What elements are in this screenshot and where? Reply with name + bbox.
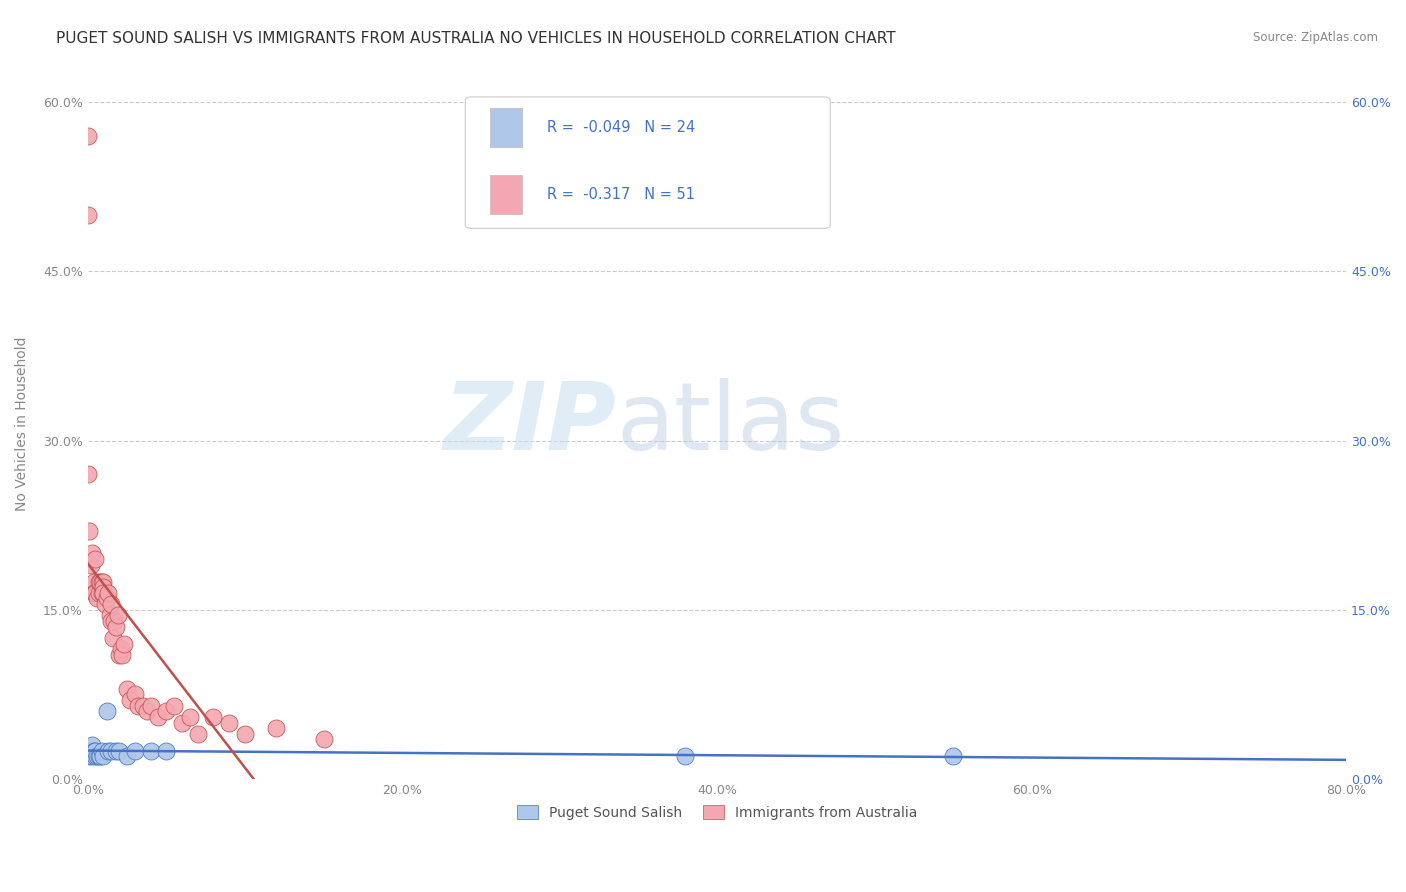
Text: atlas: atlas: [616, 377, 845, 470]
Point: [139, 698, 162, 713]
Point: [82, 546, 104, 560]
Point: [93, 580, 115, 594]
Point: [202, 710, 225, 724]
Point: [86, 749, 108, 764]
Point: [82, 738, 104, 752]
Point: [76, 744, 98, 758]
Point: [104, 744, 127, 758]
Point: [120, 693, 142, 707]
FancyBboxPatch shape: [465, 97, 830, 228]
Point: [83, 586, 105, 600]
Point: [84, 586, 107, 600]
Point: [139, 744, 162, 758]
Point: [94, 597, 117, 611]
Point: [100, 614, 122, 628]
Point: [187, 727, 209, 741]
Point: [96, 591, 118, 606]
Point: [312, 732, 335, 747]
Point: [90, 586, 112, 600]
Point: [110, 642, 132, 657]
Point: [115, 681, 138, 696]
Point: [127, 698, 149, 713]
Point: [115, 749, 138, 764]
Point: [90, 574, 112, 589]
Point: [942, 749, 965, 764]
Point: [80, 744, 103, 758]
Point: [107, 608, 129, 623]
Point: [179, 710, 201, 724]
Legend: Puget Sound Salish, Immigrants from Australia: Puget Sound Salish, Immigrants from Aust…: [512, 799, 922, 825]
Point: [155, 704, 177, 718]
Point: [80, 558, 103, 572]
Point: [83, 574, 105, 589]
Point: [170, 715, 193, 730]
Text: PUGET SOUND SALISH VS IMMIGRANTS FROM AUSTRALIA NO VEHICLES IN HOUSEHOLD CORRELA: PUGET SOUND SALISH VS IMMIGRANTS FROM AU…: [56, 31, 896, 46]
Text: R =  -0.049   N = 24: R = -0.049 N = 24: [547, 120, 696, 135]
Point: [108, 648, 131, 662]
Point: [124, 687, 146, 701]
Point: [83, 744, 105, 758]
Point: [103, 614, 125, 628]
Point: [84, 744, 107, 758]
Point: [87, 586, 110, 600]
Point: [131, 698, 153, 713]
Point: [100, 597, 122, 611]
FancyBboxPatch shape: [491, 175, 522, 214]
Point: [93, 586, 115, 600]
Point: [76, 129, 98, 144]
Point: [111, 648, 134, 662]
Point: [77, 749, 100, 764]
Point: [100, 744, 122, 758]
Point: [97, 744, 120, 758]
Point: [82, 749, 104, 764]
Point: [124, 744, 146, 758]
Point: [108, 744, 131, 758]
Point: [76, 208, 98, 222]
Text: R =  -0.317   N = 51: R = -0.317 N = 51: [547, 187, 695, 202]
Point: [218, 715, 240, 730]
Point: [98, 608, 121, 623]
Point: [96, 704, 118, 718]
Point: [233, 727, 256, 741]
Point: [97, 586, 120, 600]
Point: [112, 637, 135, 651]
Point: [84, 749, 107, 764]
Point: [87, 574, 110, 589]
Text: Source: ZipAtlas.com: Source: ZipAtlas.com: [1253, 31, 1378, 45]
Point: [101, 631, 124, 645]
Point: [155, 744, 177, 758]
Point: [77, 524, 100, 538]
Point: [76, 467, 98, 482]
Point: [104, 620, 127, 634]
Point: [163, 698, 186, 713]
Point: [89, 749, 111, 764]
Y-axis label: No Vehicles in Household: No Vehicles in Household: [15, 336, 30, 511]
Point: [84, 552, 107, 566]
Point: [266, 721, 288, 735]
Point: [89, 574, 111, 589]
Point: [675, 749, 697, 764]
Text: ZIP: ZIP: [443, 377, 616, 470]
Point: [87, 749, 110, 764]
Point: [93, 574, 115, 589]
FancyBboxPatch shape: [491, 108, 522, 146]
Point: [148, 710, 170, 724]
Point: [136, 704, 159, 718]
Point: [93, 749, 115, 764]
Point: [90, 744, 112, 758]
Point: [86, 591, 108, 606]
